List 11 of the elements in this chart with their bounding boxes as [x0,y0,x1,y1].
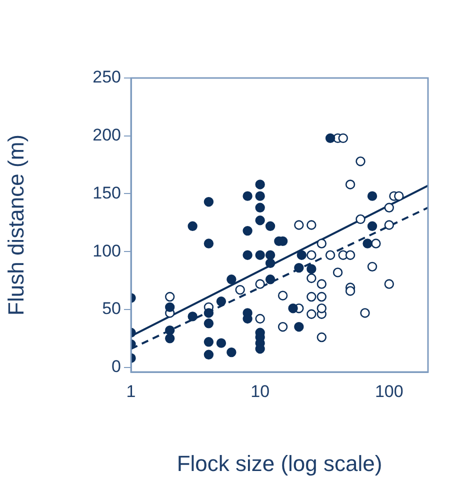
y-tick-label: 50 [102,299,121,318]
y-tick-label: 250 [92,68,121,87]
y-tick-label: 150 [92,183,121,202]
x-tick-label: 1 [126,382,136,401]
y-tick-label: 200 [92,126,121,145]
x-tick-label: 10 [250,382,270,401]
y-tick-label: 100 [92,241,121,260]
x-tick-label: 100 [374,382,404,401]
y-tick-label: 0 [112,357,121,376]
x-axis-title: Flock size (log scale) [176,450,382,476]
y-axis-title: Flush distance (m) [3,134,28,316]
